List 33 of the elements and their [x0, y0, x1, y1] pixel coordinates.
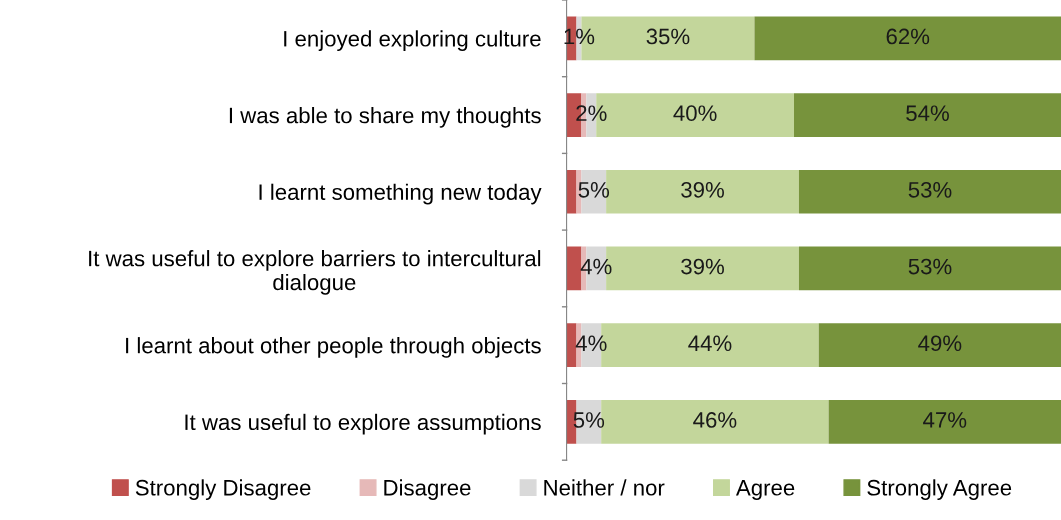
y-tick-label: It was useful to explore assumptions: [185, 413, 541, 435]
legend-label: Disagree: [384, 479, 471, 500]
bar: [794, 93, 1061, 137]
data-label: 39%: [681, 258, 724, 275]
y-tick-label: It was useful to explore barriers to intercultural dialogue: [89, 250, 541, 295]
data-label: 35%: [646, 28, 690, 45]
legend-label: Strongly Agree: [867, 479, 1012, 500]
data-label: 53%: [908, 181, 952, 198]
bar: [798, 169, 1061, 214]
y-tick-label: I was able to share my thoughts: [229, 107, 541, 128]
data-label: 40%: [673, 105, 717, 122]
data-label: 39%: [681, 181, 724, 198]
bar: [818, 323, 1061, 368]
data-label: 44%: [688, 335, 732, 352]
y-tick-label: I enjoyed exploring culture: [284, 30, 541, 52]
data-label: 5%: [578, 182, 610, 198]
bar: [828, 399, 1061, 444]
data-label: 62%: [886, 28, 930, 45]
y-tick-label: I learnt about other people through objects: [126, 337, 541, 358]
data-label: 54%: [906, 105, 949, 122]
legend-label: Strongly Disagree: [135, 479, 311, 500]
bar: [566, 246, 582, 291]
bar: [566, 323, 577, 368]
y-tick-label: I learnt something new today: [259, 183, 542, 205]
data-label: 47%: [923, 412, 967, 428]
bar: [798, 246, 1061, 291]
data-label: 49%: [918, 335, 962, 352]
bar: [754, 16, 1061, 61]
data-label: 46%: [693, 412, 737, 428]
bar: [566, 169, 577, 214]
legend-label: Agree: [735, 480, 795, 500]
data-label: 53%: [908, 258, 952, 275]
legend-label: Neither / nor: [544, 479, 665, 496]
